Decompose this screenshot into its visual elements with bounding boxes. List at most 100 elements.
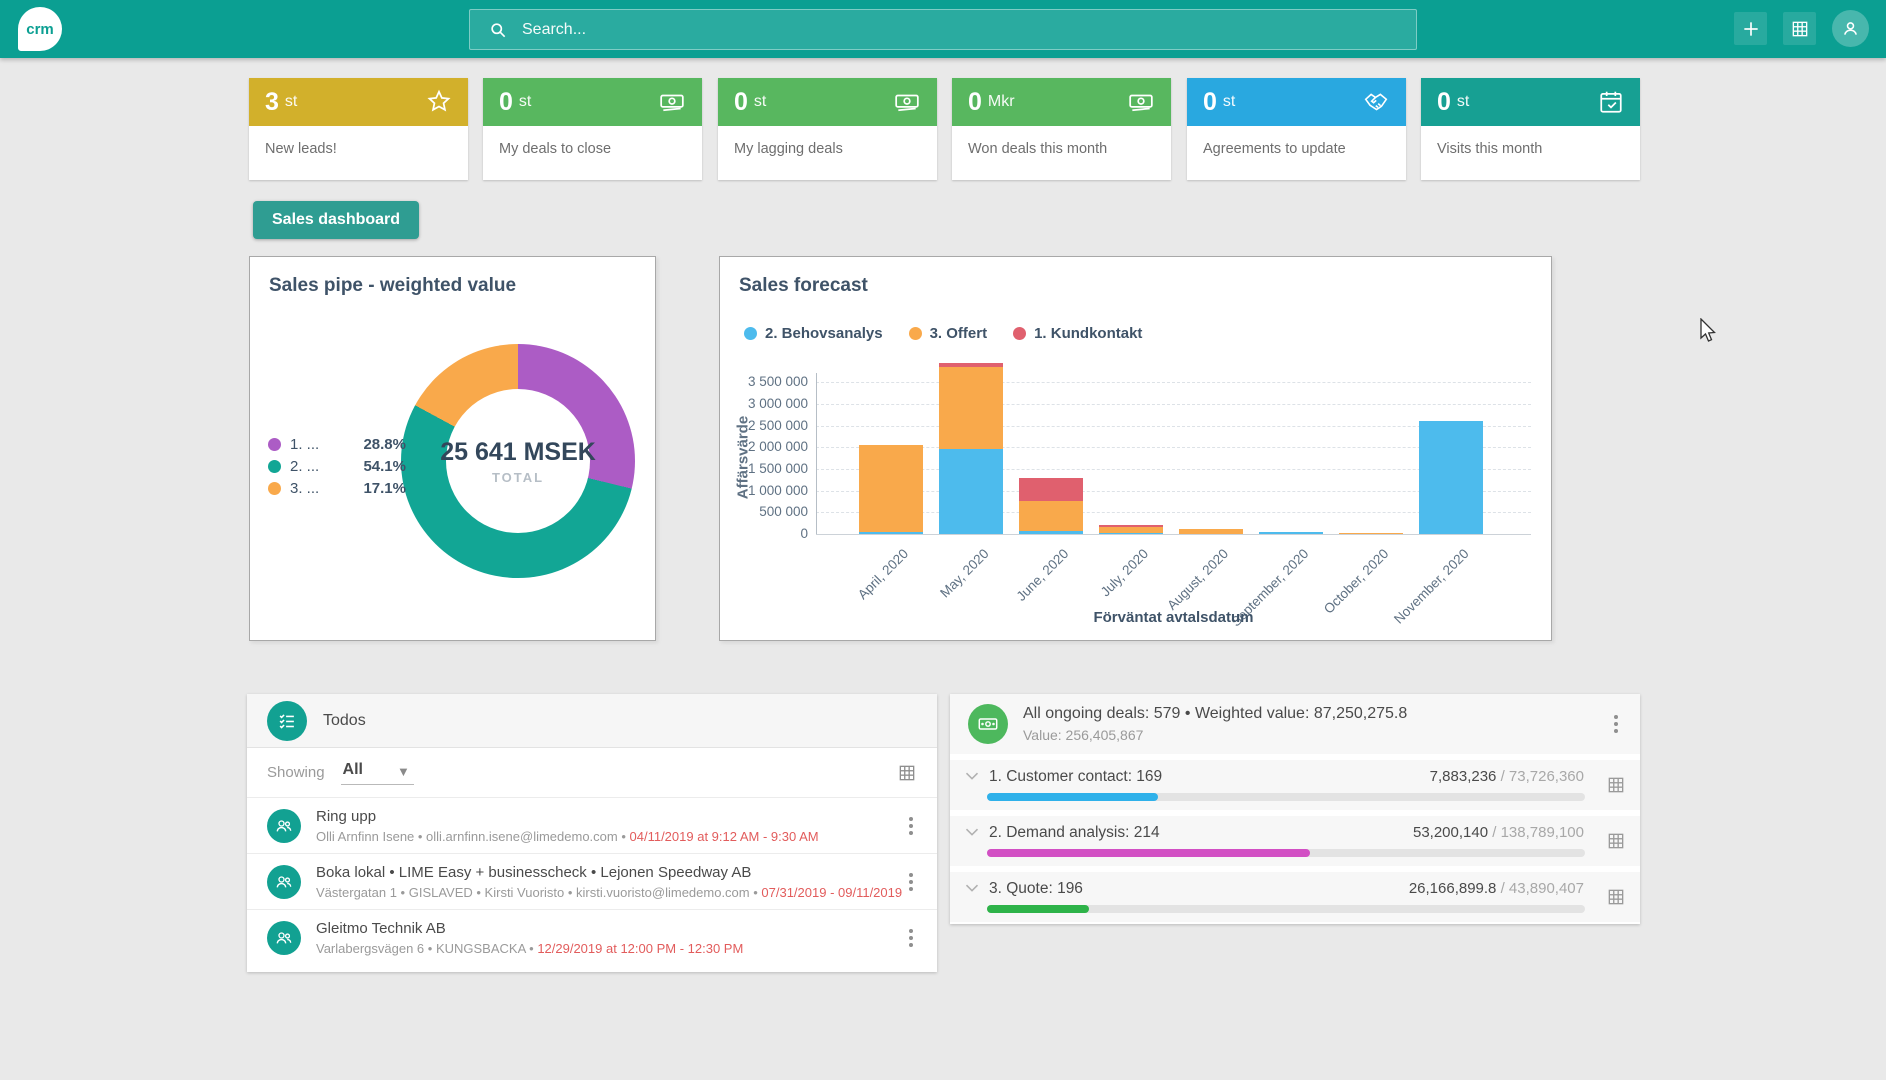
sales-forecast-panel: Sales forecast 2. Behovsanalys 3. Offert… bbox=[719, 256, 1552, 641]
bar-segment[interactable] bbox=[1179, 529, 1243, 534]
bar-segment[interactable] bbox=[939, 449, 1003, 534]
todos-filter-dropdown[interactable]: All ▼ bbox=[340, 761, 414, 785]
chevron-down-icon[interactable] bbox=[964, 770, 980, 781]
progress-track bbox=[987, 905, 1585, 913]
bar-segment[interactable] bbox=[1099, 524, 1163, 528]
todo-text: Boka lokal • LIME Easy + businesscheck •… bbox=[316, 864, 902, 900]
progress-track bbox=[987, 793, 1585, 801]
bar-segment[interactable] bbox=[859, 445, 923, 532]
people-icon bbox=[267, 808, 301, 843]
showing-label: Showing bbox=[267, 764, 325, 781]
legend-label: 1. Kundkontakt bbox=[1034, 325, 1143, 342]
todo-meta-text: Varlabergsvägen 6 • KUNGSBACKA • bbox=[316, 941, 538, 956]
bar-segment[interactable] bbox=[1099, 527, 1163, 534]
kpi-card-deals-to-close[interactable]: 0 st My deals to close bbox=[483, 78, 702, 180]
kpi-card-visits[interactable]: 0 st Visits this month bbox=[1421, 78, 1640, 180]
apps-grid-button[interactable] bbox=[1783, 12, 1816, 45]
bar-segment[interactable] bbox=[1019, 501, 1083, 532]
y-axis-tick-label: 500 000 bbox=[759, 504, 808, 520]
gridline bbox=[816, 382, 1531, 384]
kpi-label: Visits this month bbox=[1437, 141, 1543, 157]
table-view-button[interactable] bbox=[1606, 831, 1626, 851]
more-options-icon[interactable] bbox=[1610, 711, 1622, 737]
sales-dashboard-button[interactable]: Sales dashboard bbox=[253, 201, 420, 239]
sales-pipe-panel: Sales pipe - weighted value 25 641 MSEK … bbox=[249, 256, 656, 641]
legend-dot bbox=[744, 327, 757, 340]
legend-item[interactable]: 1. ... 28.8% bbox=[268, 433, 406, 455]
y-axis-tick-label: 2 500 000 bbox=[747, 417, 808, 433]
donut-chart[interactable]: 25 641 MSEK TOTAL bbox=[401, 344, 635, 578]
table-view-button[interactable] bbox=[897, 763, 917, 783]
bar-segment[interactable] bbox=[1339, 532, 1403, 534]
kpi-card-lagging-deals[interactable]: 0 st My lagging deals bbox=[718, 78, 937, 180]
deal-values: 7,883,236 / 73,726,360 bbox=[1430, 768, 1584, 785]
user-avatar[interactable] bbox=[1832, 10, 1869, 47]
kpi-card-won-deals[interactable]: 0 Mkr Won deals this month bbox=[952, 78, 1171, 180]
kpi-unit: st bbox=[1456, 93, 1470, 110]
bar-segment[interactable] bbox=[1019, 531, 1083, 534]
y-axis-tick-label: 2 000 000 bbox=[747, 439, 808, 455]
todo-item[interactable]: Gleitmo Technik AB Varlabergsvägen 6 • K… bbox=[247, 910, 937, 966]
kpi-card-new-leads[interactable]: 3 st New leads! bbox=[249, 78, 468, 180]
kpi-card-agreements[interactable]: 0 st Agreements to update bbox=[1187, 78, 1406, 180]
kpi-value: 0 bbox=[734, 87, 748, 116]
legend-dot bbox=[1013, 327, 1027, 340]
legend-item[interactable]: 2. ... 54.1% bbox=[268, 455, 406, 477]
kpi-value: 0 bbox=[968, 87, 982, 116]
legend-item[interactable]: 3. ... 17.1% bbox=[268, 477, 406, 499]
donut-total-label: TOTAL bbox=[491, 469, 545, 485]
legend-label: 3. Offert bbox=[929, 325, 988, 342]
gridline bbox=[816, 490, 1531, 492]
banknote-icon bbox=[658, 89, 686, 115]
deal-stage-row[interactable]: 3. Quote: 196 26,166,899.8 / 43,890,407 bbox=[950, 872, 1640, 922]
todo-meta-text: Västergatan 1 • GISLAVED • Kirsti Vuoris… bbox=[316, 884, 762, 900]
todo-item[interactable]: Boka lokal • LIME Easy + businesscheck •… bbox=[247, 854, 937, 910]
todo-title: Ring upp bbox=[316, 807, 377, 825]
search-input[interactable] bbox=[522, 20, 1398, 39]
y-axis-tick-label: 1 000 000 bbox=[747, 482, 808, 498]
legend-item[interactable]: 3. Offert bbox=[908, 325, 988, 342]
legend-dot bbox=[908, 327, 922, 340]
bar-segment[interactable] bbox=[1019, 478, 1083, 502]
kpi-card-top: 0 st bbox=[718, 78, 937, 126]
more-options-icon[interactable] bbox=[905, 925, 917, 951]
todo-meta-text: Olli Arnfinn Isene • olli.arnfinn.isene@… bbox=[316, 828, 630, 844]
bar-segment[interactable] bbox=[939, 362, 1003, 367]
legend-dot bbox=[268, 481, 281, 495]
bar-segment[interactable] bbox=[1259, 531, 1323, 534]
todo-date: 12/29/2019 at 12:00 PM - 12:30 PM bbox=[537, 941, 744, 956]
gridline bbox=[816, 403, 1531, 405]
top-bar: crm bbox=[0, 0, 1886, 58]
kpi-value: 0 bbox=[499, 87, 513, 116]
chevron-down-icon[interactable] bbox=[964, 882, 980, 893]
legend-item[interactable]: 2. Behovsanalys bbox=[744, 325, 883, 342]
todo-item[interactable]: Ring upp Olli Arnfinn Isene • olli.arnfi… bbox=[247, 798, 937, 854]
crm-logo[interactable]: crm bbox=[18, 7, 62, 51]
bar-segment[interactable] bbox=[1099, 533, 1163, 534]
x-category-label: April, 2020 bbox=[855, 546, 912, 603]
table-view-button[interactable] bbox=[1606, 887, 1626, 907]
chevron-down-icon[interactable] bbox=[964, 826, 980, 837]
add-button[interactable] bbox=[1734, 12, 1767, 45]
donut-total-value: 25 641 MSEK bbox=[440, 437, 596, 466]
deal-values: 26,166,899.8 / 43,890,407 bbox=[1409, 880, 1584, 897]
bar-segment[interactable] bbox=[1419, 421, 1483, 534]
bar-segment[interactable] bbox=[939, 366, 1003, 450]
todo-date: 07/31/2019 - 09/11/2019 bbox=[761, 884, 903, 900]
bar-segment[interactable] bbox=[859, 531, 923, 534]
table-view-button[interactable] bbox=[1606, 775, 1626, 795]
todo-text: Gleitmo Technik AB Varlabergsvägen 6 • K… bbox=[316, 920, 743, 956]
calendar-check-icon bbox=[1598, 89, 1624, 115]
todos-panel: Todos Showing All ▼ Ring upp Olli Arnfin… bbox=[247, 694, 937, 972]
legend-item[interactable]: 1. Kundkontakt bbox=[1013, 325, 1142, 342]
deal-stage-row[interactable]: 1. Customer contact: 169 7,883,236 / 73,… bbox=[950, 760, 1640, 810]
y-axis-tick-label: 1 500 000 bbox=[747, 460, 808, 476]
x-category-label: June, 2020 bbox=[1013, 546, 1072, 604]
search-icon bbox=[488, 20, 508, 40]
more-options-icon[interactable] bbox=[905, 813, 917, 839]
search-bar[interactable] bbox=[469, 9, 1417, 50]
more-options-icon[interactable] bbox=[905, 869, 917, 895]
x-axis-line bbox=[816, 534, 1531, 535]
deal-stage-row[interactable]: 2. Demand analysis: 214 53,200,140 / 138… bbox=[950, 816, 1640, 866]
legend-dot bbox=[268, 459, 281, 473]
